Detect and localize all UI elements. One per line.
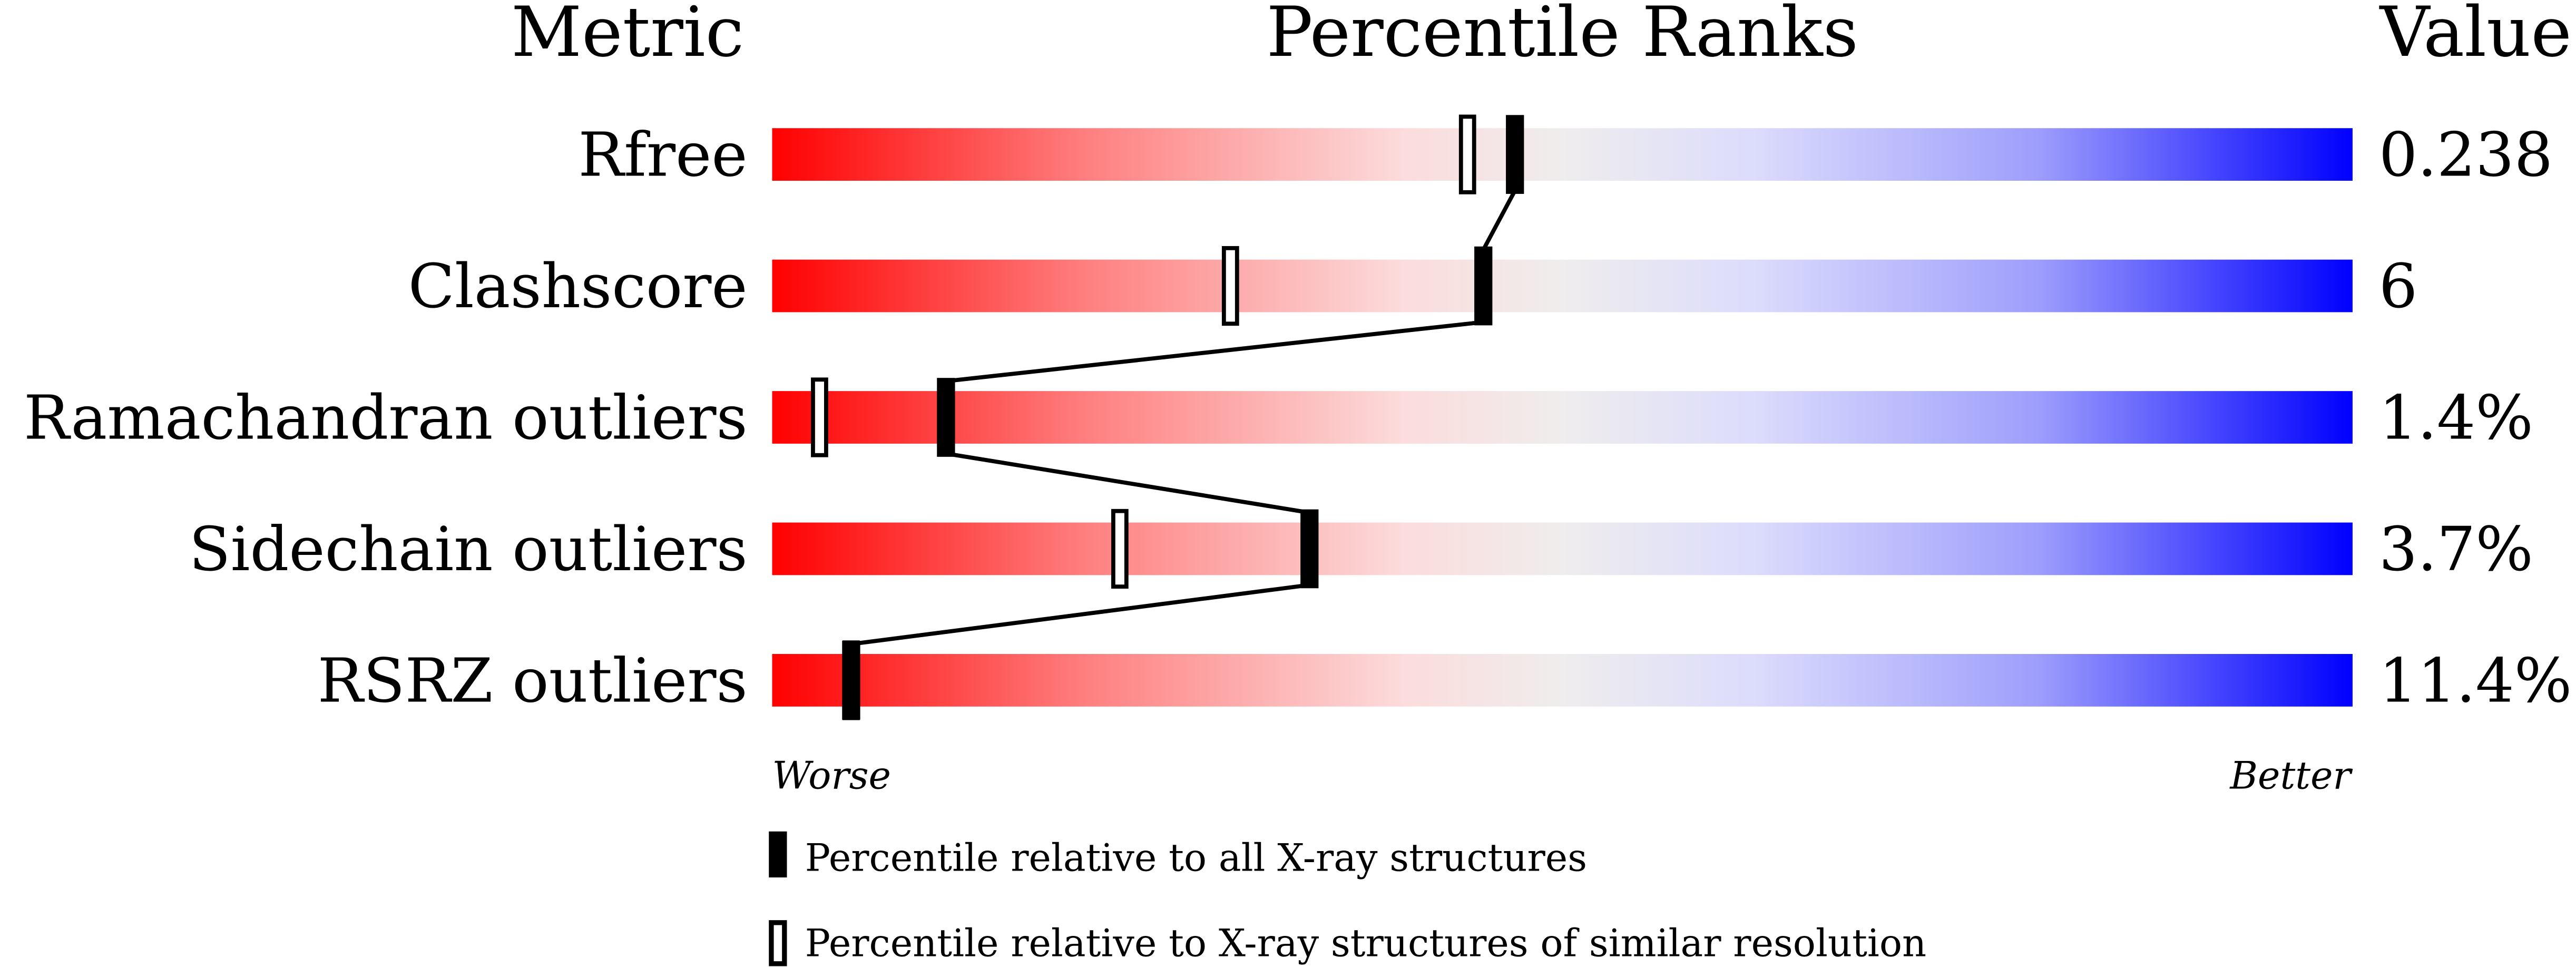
percentile-bar — [772, 522, 2353, 575]
header-value: Value — [2379, 0, 2572, 72]
metric-value: 6 — [2379, 251, 2417, 322]
marker-similar-resolution — [1458, 114, 1476, 194]
connector-line — [1481, 189, 1517, 251]
metric-value: 11.4% — [2379, 646, 2572, 716]
axis-better-label: Better — [2229, 754, 2353, 798]
legend-hollow-marker — [769, 920, 787, 966]
metric-label: RSRZ outliers — [318, 646, 748, 716]
marker-similar-resolution — [811, 377, 828, 457]
metric-label: Clashscore — [408, 251, 748, 322]
connector-line — [850, 583, 1310, 647]
connector-line — [945, 451, 1310, 515]
connector-line — [945, 320, 1484, 384]
metric-label: Ramachandran outliers — [24, 383, 748, 454]
header-percentile-ranks: Percentile Ranks — [1266, 0, 1858, 72]
legend-filled-marker — [769, 831, 787, 878]
axis-worse-label: Worse — [772, 754, 891, 798]
percentile-bar — [772, 654, 2353, 707]
marker-all-structures — [937, 378, 955, 457]
header-metric: Metric — [511, 0, 744, 72]
marker-similar-resolution — [1111, 509, 1129, 589]
percentile-bar — [772, 391, 2353, 444]
metric-value: 0.238 — [2379, 120, 2553, 191]
marker-all-structures — [1474, 246, 1493, 326]
percentile-bar — [772, 128, 2353, 181]
marker-all-structures — [1300, 509, 1319, 589]
metric-label: Sidechain outliers — [189, 514, 748, 585]
legend-filled-label: Percentile relative to all X-ray structu… — [805, 836, 1587, 880]
marker-similar-resolution — [1221, 246, 1239, 326]
percentile-bar — [772, 259, 2353, 312]
metric-value: 1.4% — [2379, 383, 2533, 454]
legend-hollow-label: Percentile relative to X-ray structures … — [805, 921, 1926, 965]
marker-all-structures — [842, 641, 860, 720]
metric-label: Rfree — [578, 120, 747, 191]
marker-all-structures — [1506, 115, 1524, 194]
metric-value: 3.7% — [2379, 514, 2533, 585]
